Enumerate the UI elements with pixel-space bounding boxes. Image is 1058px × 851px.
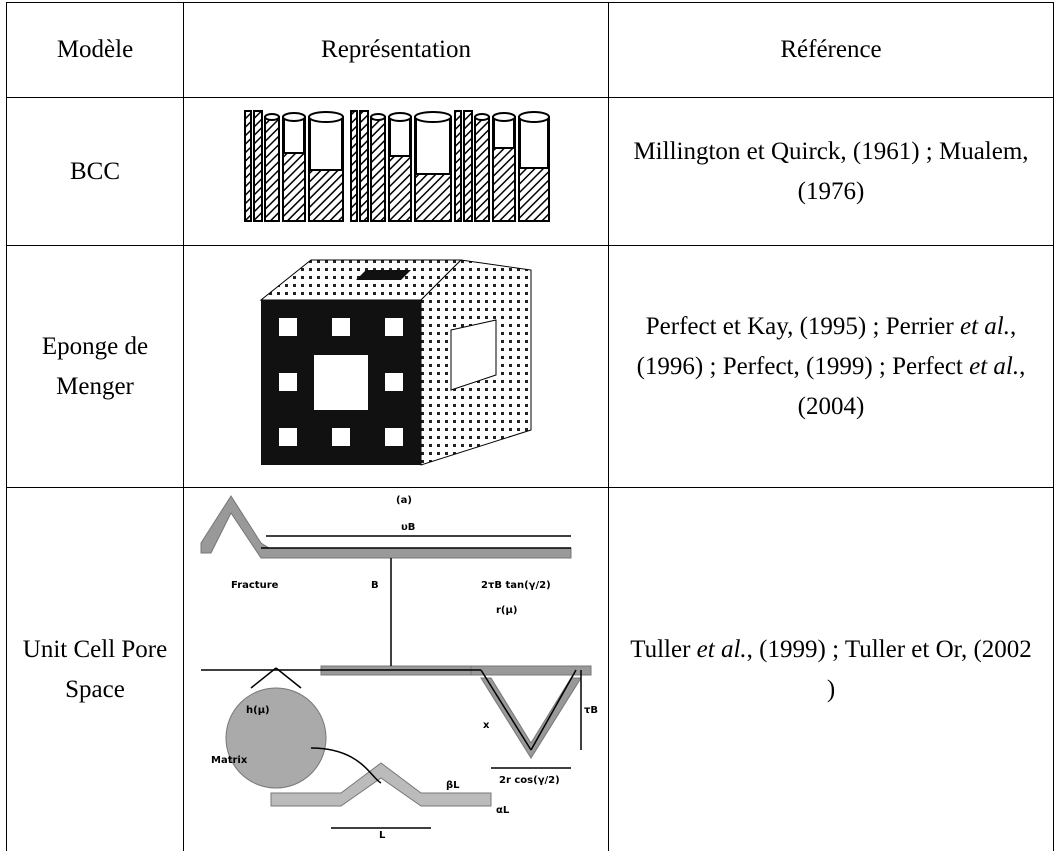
figure-label: h(μ) (246, 705, 270, 716)
representation-cell (184, 246, 609, 488)
row: BCC Millington et Quirck, (1961) ; Muale… (7, 98, 1054, 246)
figure-label: υB (401, 522, 415, 533)
figure-label: βL (446, 780, 460, 791)
row: Unit Cell Pore Space (a) υ (7, 488, 1054, 851)
figure-label: (a) (396, 495, 412, 506)
bcc-figure (241, 105, 551, 225)
model-cell: Unit Cell Pore Space (7, 488, 184, 851)
model-cell: Eponge de Menger (7, 246, 184, 488)
model-cell: BCC (7, 98, 184, 246)
figure-label: B (371, 580, 379, 591)
header-cell: Modèle (7, 3, 184, 98)
representation-cell: (a) υB Fracture B 2τB tan(γ/2) r(μ) τB h… (184, 488, 609, 851)
figure-label: L (379, 830, 386, 838)
header-cell: Référence (609, 3, 1054, 98)
header-row: Modèle Représentation Référence (7, 3, 1054, 98)
figure-label: Fracture (231, 580, 279, 591)
figure-label: αL (496, 805, 510, 816)
reference-text: et al. (969, 353, 1019, 380)
figure-label: x (483, 720, 490, 731)
reference-text: , (1999) ; Tuller et Or, (2002 ) (747, 636, 1032, 703)
header-cell: Représentation (184, 3, 609, 98)
reference-text: et al. (697, 636, 747, 663)
models-table: Modèle Représentation Référence BCC Mill… (6, 2, 1054, 851)
reference-cell: Millington et Quirck, (1961) ; Mualem, (… (609, 98, 1054, 246)
reference-text: et al. (960, 313, 1010, 340)
menger-figure (251, 250, 541, 470)
figure-label: τB (584, 705, 598, 716)
unit-cell-figure: (a) υB Fracture B 2τB tan(γ/2) r(μ) τB h… (191, 488, 601, 838)
figure-label: Matrix (211, 755, 248, 766)
representation-cell (184, 98, 609, 246)
reference-cell: Tuller et al., (1999) ; Tuller et Or, (2… (609, 488, 1054, 851)
figure-label: 2τB tan(γ/2) (481, 580, 551, 591)
figure-label: 2r cos(γ/2) (499, 775, 560, 786)
reference-text: Perfect et Kay, (1995) ; Perrier (646, 313, 960, 340)
reference-text: Millington et Quirck, (1961) ; Mualem, (… (633, 138, 1028, 205)
reference-cell: Perfect et Kay, (1995) ; Perrier et al.,… (609, 246, 1054, 488)
row: Eponge de Menger Perfect et Kay, (1995) … (7, 246, 1054, 488)
reference-text: Tuller (630, 636, 696, 663)
figure-label: r(μ) (496, 605, 517, 616)
